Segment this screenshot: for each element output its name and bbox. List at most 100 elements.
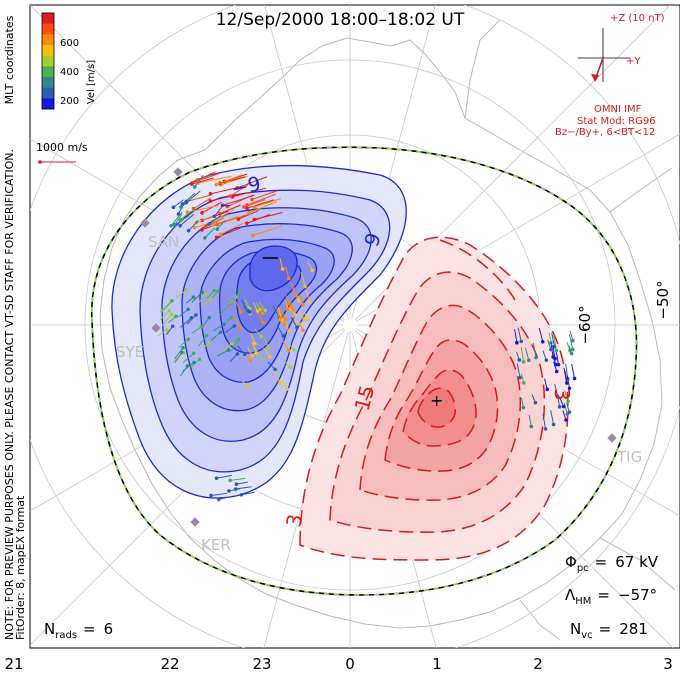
velocity-vector-origin <box>282 322 287 327</box>
velocity-vector-origin <box>305 317 310 321</box>
velocity-vector-origin <box>199 324 204 329</box>
colorbar-tick-600: 600 <box>60 38 79 49</box>
velocity-vector-origin <box>211 223 215 227</box>
mlt-tick-22: 22 <box>160 655 179 673</box>
velocity-vector-origin <box>310 268 315 273</box>
colorbar-tick-200: 200 <box>60 96 79 107</box>
velocity-vector-origin <box>250 197 254 202</box>
velocity-vector <box>178 309 189 318</box>
lambda-hm-value: −57° <box>618 586 657 604</box>
velocity-vector-origin <box>181 345 185 350</box>
velocity-vector <box>275 371 281 383</box>
latitude-label-50: −50° <box>654 280 672 319</box>
velocity-vector-origin <box>230 341 234 346</box>
lambda-sub: HM <box>575 596 591 607</box>
continent-outline-detail <box>464 19 676 641</box>
velocity-vector-origin <box>234 482 239 486</box>
velocity-vector <box>246 199 275 209</box>
velocity-vector <box>544 378 548 390</box>
velocity-vector-origin <box>208 199 213 203</box>
velocity-vector-origin <box>551 422 556 427</box>
velocity-vector-origin <box>216 497 221 502</box>
svg-text:Nrads=6: Nrads = 6 <box>44 620 113 641</box>
station-san: SAN <box>148 233 179 251</box>
velocity-vector-origin <box>288 365 292 370</box>
velocity-vector-origin <box>554 369 559 374</box>
velocity-vector <box>180 365 188 377</box>
fitorder-note: FitOrder: 8, mapEX format <box>14 495 27 640</box>
velocity-vector <box>563 402 568 415</box>
imf-condition: Bz−/By+, 6<BT<12 <box>555 127 655 138</box>
velocity-vector-origin <box>165 327 169 332</box>
velocity-vector <box>290 282 297 296</box>
velocity-vector <box>263 337 269 349</box>
velocity-vector <box>551 352 557 365</box>
velocity-vector-origin <box>170 298 174 303</box>
mlt-axis: 21 22 23 0 1 2 3 <box>4 655 672 673</box>
velocity-vector-origin <box>242 352 247 357</box>
velocity-vector <box>173 199 184 208</box>
velocity-vector <box>232 290 241 301</box>
velocity-vector <box>228 488 240 492</box>
velocity-vector-origin <box>549 347 553 352</box>
velocity-vector <box>280 313 286 325</box>
velocity-vector-origin <box>543 427 548 431</box>
velocity-vector <box>182 192 196 205</box>
velocity-vector <box>186 314 197 325</box>
velocity-vector <box>254 347 262 360</box>
velocity-vector <box>281 339 290 351</box>
velocity-vector <box>276 308 281 320</box>
velocity-vector-origin <box>176 212 181 216</box>
lambda-eq: = <box>597 586 610 604</box>
velocity-vector-origin <box>207 315 212 320</box>
velocity-vector-origin <box>291 307 296 312</box>
velocity-vector <box>528 414 532 427</box>
velocity-vector-origin <box>567 386 572 391</box>
velocity-vector-origin <box>251 233 255 238</box>
velocity-vector-origin <box>301 302 305 307</box>
phi-pc-value: 67 kV <box>615 553 659 571</box>
velocity-vector <box>216 349 229 357</box>
velocity-vector-origin <box>557 405 562 409</box>
phi-eq: = <box>595 553 608 571</box>
imf-y-label: +Y <box>626 56 641 67</box>
velocity-vector-origin <box>194 313 198 317</box>
velocity-vector-origin <box>179 205 183 209</box>
velocity-vector-origin <box>569 351 574 356</box>
velocity-vector-origin <box>303 284 307 289</box>
lambda-symbol: Λ <box>565 586 576 604</box>
velocity-vector-origin <box>259 334 264 339</box>
n-rads-value: 6 <box>104 620 114 638</box>
positive-center-marker: + <box>430 391 443 410</box>
nvc-eq: = <box>599 620 612 638</box>
velocity-vector-origin <box>252 217 257 222</box>
velocity-vector-origin <box>169 223 173 228</box>
velocity-vector <box>175 289 187 299</box>
nvc-sub: vc <box>581 630 592 641</box>
velocity-vector <box>262 347 271 358</box>
velocity-vector-origin <box>226 348 231 352</box>
velocity-vector-origin <box>191 351 196 356</box>
velocity-vector-origin <box>235 352 240 356</box>
contour-label-neg-small: − <box>220 198 232 214</box>
velocity-vector <box>277 306 283 321</box>
velocity-vector-origin <box>200 290 204 295</box>
svg-text:Nvc=281: Nvc = 281 <box>570 620 648 641</box>
velocity-vector-origin <box>245 206 249 211</box>
velocity-vector <box>551 332 556 347</box>
velocity-vector <box>212 215 239 226</box>
velocity-vector-origin <box>285 307 290 312</box>
velocity-vector <box>198 175 232 184</box>
velocity-vector <box>174 215 190 226</box>
velocity-vector <box>197 335 208 347</box>
velocity-vector <box>174 352 183 364</box>
velocity-vector <box>229 184 249 197</box>
mlt-tick-23: 23 <box>252 655 271 673</box>
reference-vector-label: 1000 m/s <box>36 141 88 154</box>
velocity-vector-origin <box>522 381 526 385</box>
velocity-vector <box>305 290 311 302</box>
velocity-vector-origin <box>529 424 534 429</box>
latitude-label-60: −60° <box>576 305 594 344</box>
colorbar-cell <box>42 66 54 78</box>
velocity-vector <box>230 339 239 352</box>
